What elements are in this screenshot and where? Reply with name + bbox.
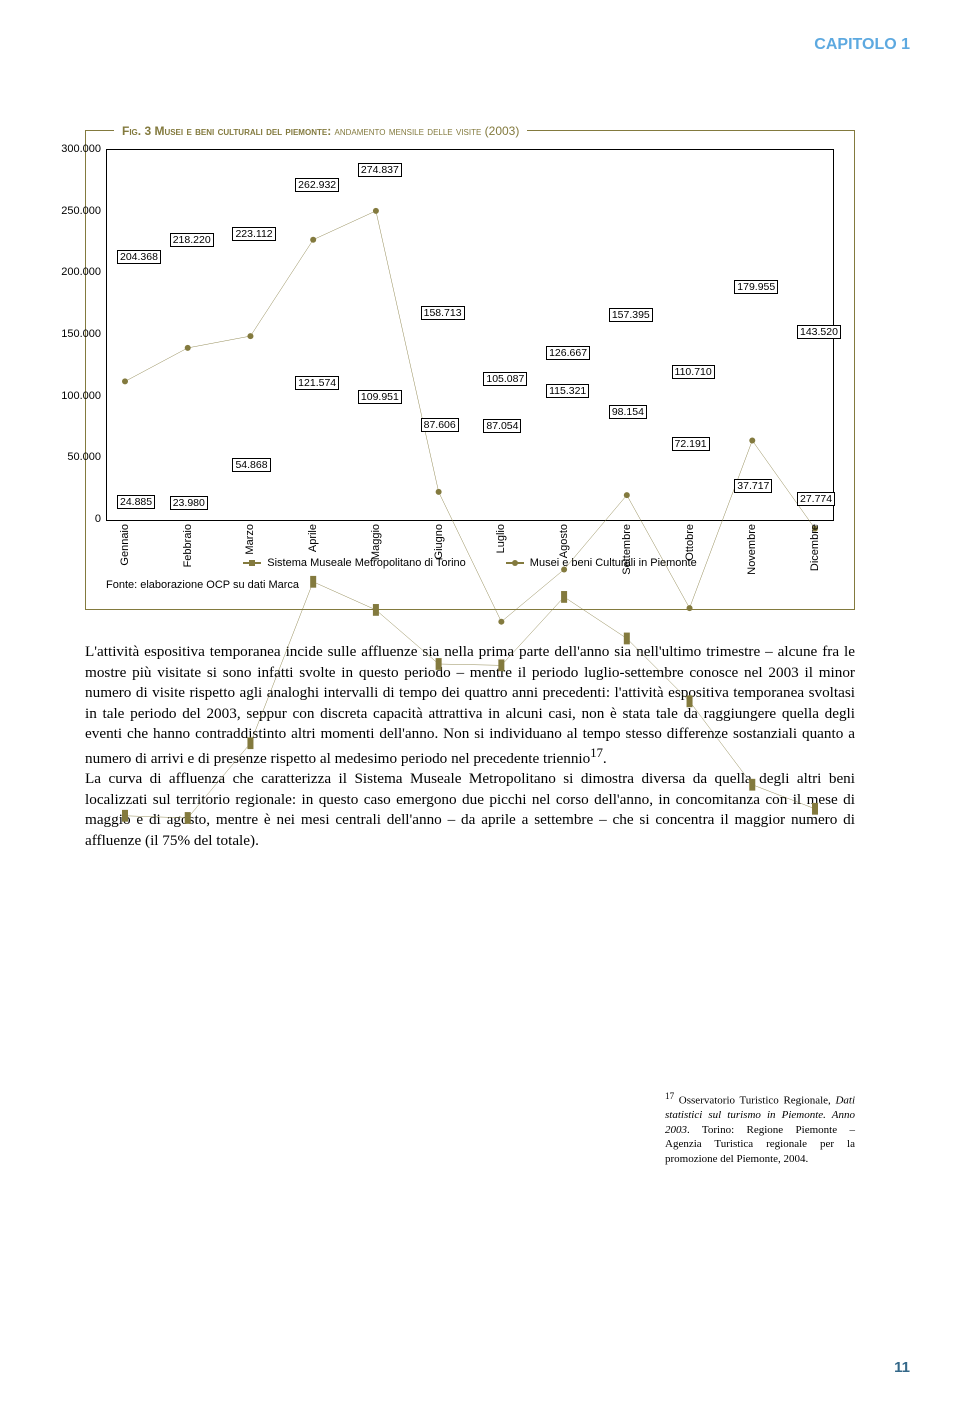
x-label: Febbraio bbox=[182, 524, 194, 567]
chapter-side-label: CAPITOLO 1 bbox=[814, 36, 910, 54]
data-label: 110.710 bbox=[672, 365, 715, 379]
y-tick: 250.000 bbox=[49, 205, 101, 217]
data-label: 54.868 bbox=[232, 458, 270, 472]
data-label: 223.112 bbox=[232, 227, 275, 241]
x-label: Luglio bbox=[495, 524, 507, 553]
data-label: 37.717 bbox=[734, 479, 772, 493]
y-tick: 50.000 bbox=[49, 451, 101, 463]
x-label: Giugno bbox=[433, 524, 445, 559]
y-tick: 150.000 bbox=[49, 328, 101, 340]
data-label: 87.606 bbox=[421, 418, 459, 432]
x-label: Aprile bbox=[307, 524, 319, 552]
data-label: 274.837 bbox=[358, 163, 402, 177]
x-label: Maggio bbox=[370, 524, 382, 560]
data-label: 27.774 bbox=[797, 492, 835, 506]
data-label: 143.520 bbox=[797, 325, 841, 339]
data-label: 121.574 bbox=[295, 376, 339, 390]
data-label: 105.087 bbox=[483, 372, 527, 386]
x-label: Agosto bbox=[558, 524, 570, 558]
y-tick: 100.000 bbox=[49, 390, 101, 402]
footnote-17: 17 Osservatorio Turistico Regionale, Dat… bbox=[665, 1090, 855, 1166]
x-label: Gennaio bbox=[119, 524, 131, 566]
data-label: 218.220 bbox=[170, 233, 214, 247]
data-label: 24.885 bbox=[117, 495, 155, 509]
y-tick: 200.000 bbox=[49, 266, 101, 278]
chart-plot-area: 050.000100.000150.000200.000250.000300.0… bbox=[106, 149, 834, 521]
data-label: 98.154 bbox=[609, 405, 647, 419]
x-label: Ottobre bbox=[684, 524, 696, 561]
data-label: 157.395 bbox=[609, 308, 653, 322]
data-label: 204.368 bbox=[117, 250, 161, 264]
y-tick: 0 bbox=[49, 513, 101, 525]
data-label: 158.713 bbox=[421, 306, 465, 320]
x-label: Settembre bbox=[621, 524, 633, 575]
data-label: 109.951 bbox=[358, 390, 402, 404]
data-label: 126.667 bbox=[546, 346, 590, 360]
data-label: 23.980 bbox=[170, 496, 208, 510]
x-label: Novembre bbox=[746, 524, 758, 575]
legend-marker-square bbox=[243, 562, 261, 564]
chart-frame: Fig. 3 Musei e beni culturali del piemon… bbox=[85, 130, 855, 610]
chart-svg bbox=[107, 150, 833, 876]
page-number: 11 bbox=[894, 1359, 910, 1376]
x-label: Dicembre bbox=[809, 524, 821, 571]
data-label: 179.955 bbox=[734, 280, 778, 294]
legend-marker-circle bbox=[506, 562, 524, 564]
y-tick: 300.000 bbox=[49, 143, 101, 155]
x-label: Marzo bbox=[244, 524, 256, 555]
page-content: Fig. 3 Musei e beni culturali del piemon… bbox=[85, 130, 855, 851]
data-label: 115.321 bbox=[546, 384, 589, 398]
chart-title: Fig. 3 Musei e beni culturali del piemon… bbox=[114, 124, 527, 138]
data-label: 87.054 bbox=[483, 419, 521, 433]
data-label: 72.191 bbox=[672, 437, 710, 451]
data-label: 262.932 bbox=[295, 178, 339, 192]
